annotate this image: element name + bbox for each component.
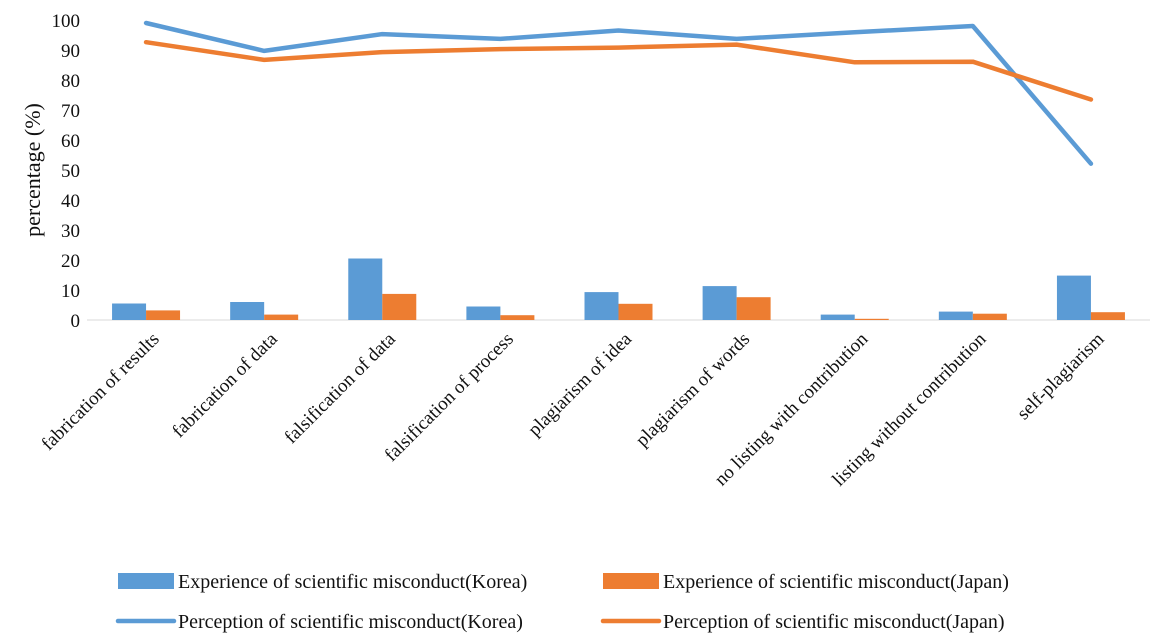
y-tick-label: 60 bbox=[61, 131, 80, 152]
line-korea bbox=[143, 20, 1094, 166]
legend: Experience of scientific misconduct(Kore… bbox=[115, 571, 1009, 633]
bar-japan-4 bbox=[618, 303, 653, 320]
bar-japan-8 bbox=[1090, 312, 1125, 320]
bar-japan-7 bbox=[972, 313, 1007, 320]
x-axis-labels: fabrication of results fabrication of dat… bbox=[38, 328, 1109, 490]
x-tick-label: falsification of process bbox=[381, 329, 518, 466]
legend-swatch bbox=[603, 573, 659, 589]
legend-label: Experience of scientific misconduct(Japa… bbox=[663, 571, 1009, 593]
bar-korea-3 bbox=[466, 306, 501, 320]
bar-korea-6 bbox=[820, 314, 855, 320]
y-tick-label: 100 bbox=[52, 11, 81, 32]
line-japan bbox=[143, 39, 1094, 102]
y-tick-label: 80 bbox=[61, 71, 80, 92]
y-tick-label: 70 bbox=[61, 101, 80, 122]
x-tick-label: self-plagiarism bbox=[1013, 329, 1109, 425]
lines-group bbox=[143, 20, 1094, 166]
y-axis-title: percentage (%) bbox=[20, 103, 45, 237]
y-tick-label: 50 bbox=[61, 161, 80, 182]
legend-label: Perception of scientific misconduct(Japa… bbox=[663, 611, 1005, 633]
bar-korea-8 bbox=[1056, 275, 1091, 320]
y-tick-label: 10 bbox=[61, 281, 80, 302]
y-axis-ticks: 0 10 20 30 40 50 60 70 80 90 100 bbox=[52, 11, 81, 332]
legend-label: Experience of scientific misconduct(Kore… bbox=[178, 571, 527, 593]
bar-korea-7 bbox=[938, 311, 973, 320]
y-tick-label: 20 bbox=[61, 251, 80, 272]
bars-group bbox=[112, 258, 1125, 320]
bar-japan-6 bbox=[854, 318, 889, 320]
bar-japan-3 bbox=[500, 315, 535, 320]
bar-korea-5 bbox=[702, 286, 737, 320]
x-tick-label: falsification of data bbox=[281, 328, 401, 448]
bar-korea-1 bbox=[230, 302, 265, 320]
bar-korea-0 bbox=[112, 303, 147, 320]
bar-japan-5 bbox=[736, 297, 771, 320]
bar-japan-1 bbox=[264, 314, 299, 320]
y-tick-label: 0 bbox=[71, 311, 81, 332]
y-tick-label: 30 bbox=[61, 221, 80, 242]
bar-korea-2 bbox=[348, 258, 383, 320]
legend-label: Perception of scientific misconduct(Kore… bbox=[178, 611, 523, 633]
bar-japan-2 bbox=[382, 293, 417, 320]
x-tick-label: plagiarism of idea bbox=[524, 328, 636, 440]
bar-japan-0 bbox=[146, 310, 181, 320]
x-tick-label: fabrication of results bbox=[38, 329, 164, 455]
y-tick-label: 40 bbox=[61, 191, 80, 212]
legend-swatch bbox=[118, 573, 174, 589]
y-tick-label: 90 bbox=[61, 41, 80, 62]
x-tick-label: plagiarism of words bbox=[632, 329, 754, 451]
x-tick-label: fabrication of data bbox=[168, 328, 282, 442]
bar-korea-4 bbox=[584, 292, 619, 320]
